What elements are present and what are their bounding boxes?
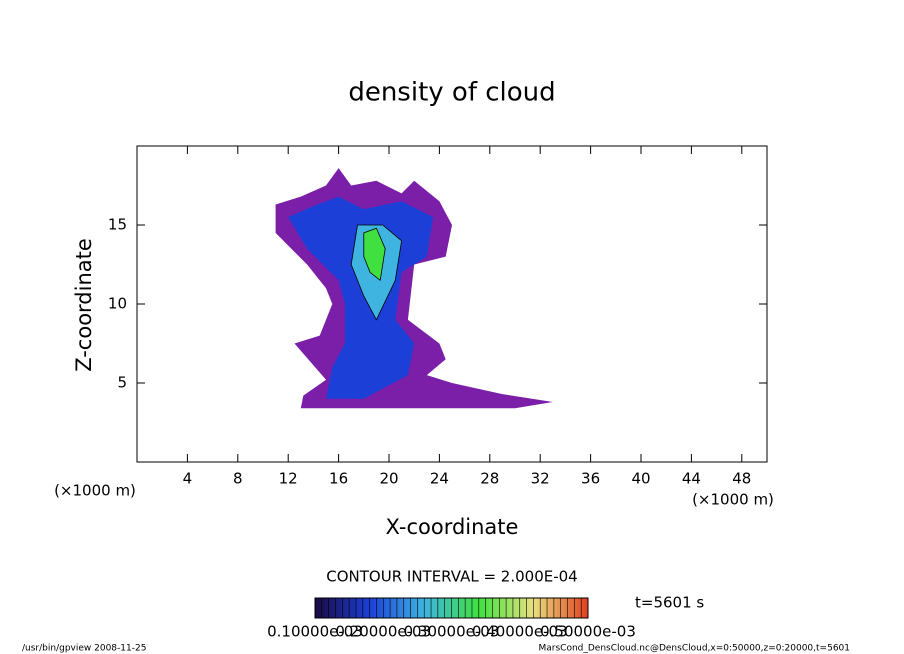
x-tick-label: 20 xyxy=(379,470,398,488)
y-axis-label: Z-coordinate xyxy=(72,238,96,372)
y-tick-label: 15 xyxy=(108,216,127,234)
x-tick-label: 48 xyxy=(732,470,751,488)
x-tick-label: 16 xyxy=(329,470,348,488)
footer-right: MarsCond_DensCloud.nc@DensCloud,x=0:5000… xyxy=(539,644,851,654)
colorbar-tick-label: 0.10000e-03 xyxy=(267,623,363,641)
contour-region xyxy=(275,168,553,409)
contour-region xyxy=(363,227,386,282)
x-axis-label: X-coordinate xyxy=(386,515,519,539)
y-unit: (×1000 m) xyxy=(54,482,136,500)
x-tick-label: 32 xyxy=(531,470,550,488)
time-label: t=5601 s xyxy=(635,594,704,612)
colorbar-tick-label: 0.20000e-03 xyxy=(335,623,431,641)
y-tick-label: 5 xyxy=(117,374,127,392)
footer-left: /usr/bin/gpview 2008-11-25 xyxy=(22,644,146,654)
x-tick-label: 12 xyxy=(279,470,298,488)
x-tick-label: 40 xyxy=(631,470,650,488)
x-tick-label: 44 xyxy=(682,470,701,488)
x-unit: (×1000 m) xyxy=(692,491,774,509)
colorbar-tick-label: 0.30000e-03 xyxy=(404,623,500,641)
y-tick-label: 10 xyxy=(108,295,127,313)
plot-frame xyxy=(136,145,768,463)
x-tick-label: 24 xyxy=(430,470,449,488)
x-tick-label: 8 xyxy=(233,470,243,488)
x-tick-label: 36 xyxy=(581,470,600,488)
contour-interval: CONTOUR INTERVAL = 2.000E-04 xyxy=(326,568,577,586)
colorbar-tick-label: 0.50000e-03 xyxy=(540,623,636,641)
x-tick-label: 4 xyxy=(183,470,193,488)
x-tick-label: 28 xyxy=(480,470,499,488)
colorbar-tick-label: 0.40000e-03 xyxy=(472,623,568,641)
chart-title: density of cloud xyxy=(348,78,555,108)
